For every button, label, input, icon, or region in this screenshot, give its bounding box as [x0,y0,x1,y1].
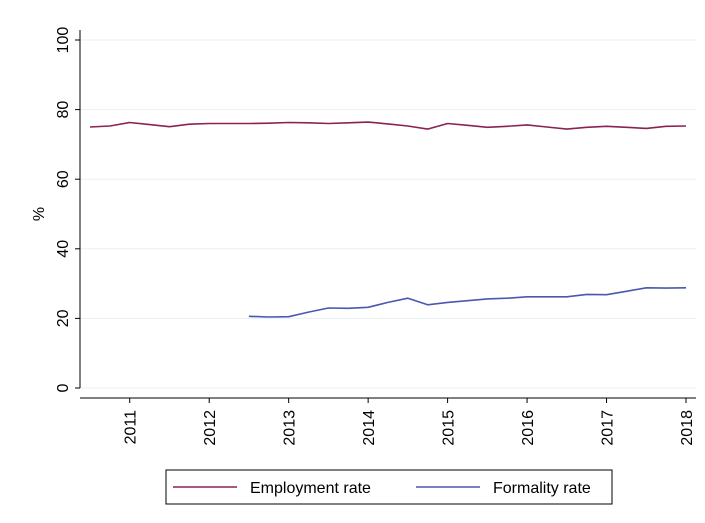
y-tick-label: 20 [55,309,72,327]
y-axis-label: % [31,207,48,221]
formality-rate-line [248,286,687,318]
y-tick-label: 0 [55,383,72,392]
legend-label: Formality rate [493,480,591,497]
x-tick-label: 2015 [441,410,458,446]
plot-area [80,30,696,398]
x-tick-label: 2014 [361,410,378,446]
x-tick-label: 2017 [600,410,617,446]
y-tick-label: 100 [55,27,72,54]
legend: Employment rate Formality rate [165,469,613,505]
series-layer [89,121,687,318]
y-tick-label: 60 [55,170,72,188]
x-tick-label: 2013 [282,410,299,446]
grid-layer [80,39,696,389]
employment-rate-line [89,121,687,130]
y-tick-label: 40 [55,240,72,258]
x-tick-label: 2012 [202,410,219,446]
axes-layer: 0 20 40 60 80 100 2011 2012 2013 2014 2015 2016 2017… [55,27,696,446]
legend-box [165,469,613,505]
legend-label: Employment rate [250,480,371,497]
x-tick-label: 2011 [123,410,140,445]
y-tick-label: 80 [55,101,72,119]
x-tick-label: 2016 [520,410,537,446]
x-tick-label: 2018 [679,410,696,446]
